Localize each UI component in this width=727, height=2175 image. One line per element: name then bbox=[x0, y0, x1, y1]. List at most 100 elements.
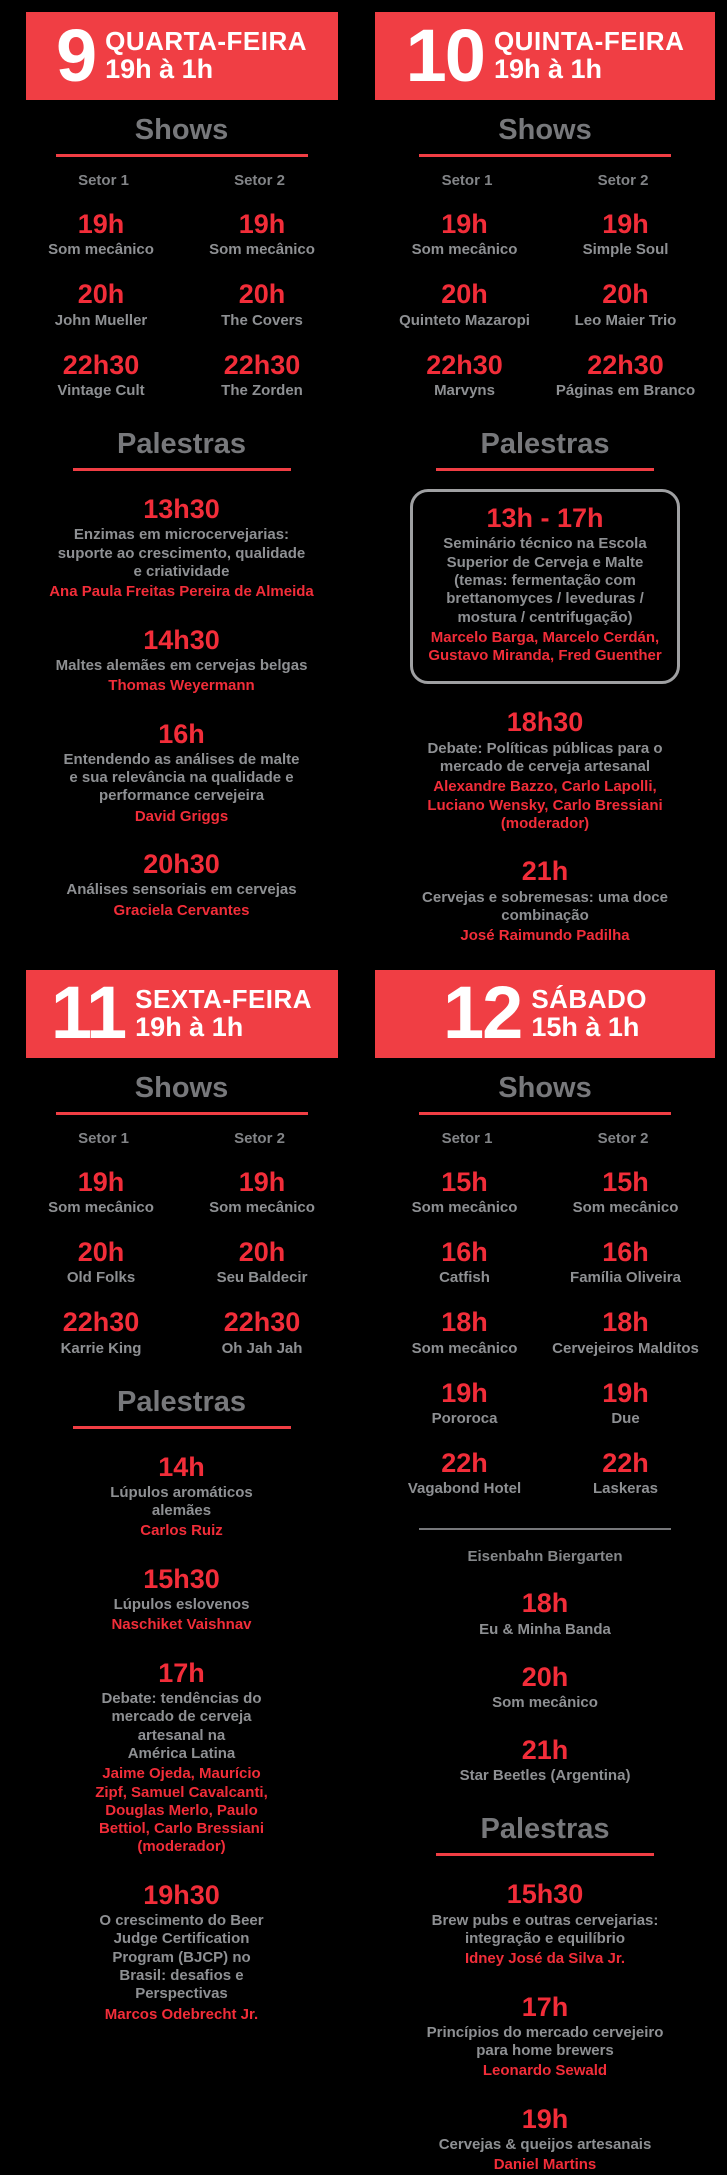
show-entry: 22h30 Vintage Cult bbox=[21, 350, 182, 400]
shows-heading: Shows bbox=[498, 1071, 592, 1104]
show-act: Família Oliveira bbox=[570, 1269, 681, 1287]
day-hours: 19h à 1h bbox=[135, 1011, 244, 1042]
talk-description: Seminário técnico na Escola Superior de … bbox=[443, 535, 647, 626]
show-time: 22h30 bbox=[587, 349, 664, 380]
talk-speakers: Leonardo Sewald bbox=[482, 2062, 608, 2080]
show-time: 19h bbox=[238, 1166, 286, 1197]
show-entry: 20h John Mueller bbox=[21, 280, 182, 329]
show-entry: 16h Catfish bbox=[384, 1238, 545, 1287]
show-act: Som mecânico bbox=[48, 1198, 154, 1216]
sector-2-label: Setor 2 bbox=[597, 172, 649, 189]
day-banner-info: QUARTA-FEIRA 19h à 1h bbox=[105, 27, 307, 84]
show-time: 20h bbox=[441, 279, 488, 310]
show-row: 20h Old Folks 20h Seu Baldecir bbox=[21, 1238, 343, 1287]
venue-show-entry: 20h Som mecânico bbox=[492, 1662, 598, 1712]
talk-speakers: Thomas Weyermann bbox=[108, 677, 255, 695]
talk-speakers: Naschiket Vaishnav bbox=[111, 1616, 252, 1634]
show-entry: 18h Som mecânico bbox=[384, 1308, 545, 1357]
talk-description: Debate: tendências do mercado de cerveja… bbox=[101, 1690, 262, 1762]
sector-1-label: Setor 1 bbox=[78, 172, 129, 189]
show-entry: 16h Família Oliveira bbox=[545, 1238, 706, 1287]
show-entry: 19h Som mecânico bbox=[21, 1166, 182, 1217]
show-act: Leo Maier Trio bbox=[574, 311, 677, 329]
talk-speakers: Daniel Martins bbox=[493, 2156, 597, 2174]
show-entry: 20h Quinteto Mazaropi bbox=[384, 280, 545, 329]
show-act: Cervejeiros Malditos bbox=[552, 1339, 699, 1357]
show-act: Karrie King bbox=[60, 1339, 142, 1357]
talk-time: 14h30 bbox=[143, 624, 220, 655]
shows-heading: Shows bbox=[134, 114, 229, 146]
talk-description: Princípios do mercado cervejeiro para ho… bbox=[426, 2023, 664, 2060]
talk-entry: 18h30 Debate: Políticas públicas para o … bbox=[427, 708, 662, 833]
show-row: 22h30 Karrie King 22h30 Oh Jah Jah bbox=[21, 1308, 343, 1357]
show-time: 18h bbox=[441, 1307, 488, 1338]
show-act: Som mecânico bbox=[411, 241, 518, 259]
show-row: 22h30 Vintage Cult 22h30 The Zorden bbox=[21, 350, 343, 400]
show-time: 22h bbox=[602, 1447, 649, 1478]
show-row: 22h Vagabond Hotel 22h Laskeras bbox=[384, 1449, 706, 1498]
show-row: 19h Pororoca 19h Due bbox=[384, 1377, 706, 1428]
show-time: 19h bbox=[77, 1166, 125, 1197]
show-time: 19h bbox=[441, 1377, 488, 1408]
show-time: 15h bbox=[602, 1166, 649, 1197]
show-time: 20h bbox=[238, 1236, 286, 1267]
venue-show-entry: 18h Eu & Minha Banda bbox=[479, 1589, 611, 1638]
show-entry: 19h Som mecânico bbox=[384, 210, 545, 259]
talk-entry: 17h Debate: tendências do mercado de cer… bbox=[95, 1657, 268, 1857]
show-row: 18h Som mecânico 18h Cervejeiros Maldito… bbox=[384, 1308, 706, 1357]
shows-heading: Shows bbox=[134, 1071, 229, 1104]
talk-speakers: Ana Paula Freitas Pereira de Almeida bbox=[49, 583, 314, 601]
day-hours: 19h à 1h bbox=[105, 54, 214, 85]
day-name: QUINTA-FEIRA bbox=[493, 26, 685, 57]
shows-underline bbox=[419, 154, 671, 157]
day-banner: 10 QUINTA-FEIRA 19h à 1h bbox=[375, 12, 715, 100]
day-name: QUARTA-FEIRA bbox=[105, 26, 308, 57]
talk-time: 21h bbox=[521, 856, 569, 887]
show-time: 22h bbox=[441, 1447, 488, 1478]
show-time: 19h bbox=[441, 209, 488, 239]
talk-entry: 15h30 Lúpulos eslovenos Naschiket Vaishn… bbox=[111, 1564, 252, 1635]
talk-entry: 19h30 O crescimento do Beer Judge Certif… bbox=[99, 1880, 263, 2024]
show-row: 19h Som mecânico 19h Som mecânico bbox=[21, 1166, 343, 1217]
show-row: 20h Quinteto Mazaropi 20h Leo Maier Trio bbox=[384, 280, 706, 329]
talk-time: 13h - 17h bbox=[486, 503, 604, 534]
show-act: Due bbox=[611, 1409, 640, 1427]
show-act: Vagabond Hotel bbox=[407, 1480, 522, 1498]
show-entry: 18h Cervejeiros Malditos bbox=[545, 1308, 706, 1357]
day-column-quinta: 10 QUINTA-FEIRA 19h à 1h Shows Setor 1 S… bbox=[363, 0, 727, 946]
talk-speakers: José Raimundo Padilha bbox=[460, 927, 630, 945]
day-number: 10 bbox=[405, 13, 486, 97]
show-act: Som mecânico bbox=[492, 1693, 598, 1711]
show-entry: 20h Seu Baldecir bbox=[182, 1238, 343, 1287]
talk-speakers: Jaime Ojeda, Maurício Zipf, Samuel Caval… bbox=[95, 1765, 268, 1856]
show-entry: 22h30 Marvyns bbox=[384, 349, 545, 400]
show-entry: 22h30 Páginas em Branco bbox=[545, 349, 706, 400]
show-act: Quinteto Mazaropi bbox=[399, 311, 530, 329]
day-column-sabado: 12 SÁBADO 15h à 1h Shows Setor 1 Setor 2… bbox=[363, 969, 727, 2175]
palestras-heading: Palestras bbox=[117, 1385, 246, 1418]
palestras-underline bbox=[72, 468, 291, 472]
talk-time: 17h bbox=[521, 1991, 569, 2022]
palestras-heading: Palestras bbox=[480, 1813, 610, 1846]
show-entry: 19h Som mecânico bbox=[21, 210, 182, 259]
sector-2-label: Setor 2 bbox=[597, 1129, 649, 1147]
show-time: 18h bbox=[602, 1307, 649, 1338]
show-entry: 22h30 Oh Jah Jah bbox=[182, 1308, 343, 1357]
palestras-underline bbox=[72, 1425, 291, 1429]
day-banner: 9 QUARTA-FEIRA 19h à 1h bbox=[25, 12, 338, 100]
show-entry: 19h Som mecânico bbox=[182, 210, 343, 259]
venue-show-entry: 21h Star Beetles (Argentina) bbox=[460, 1736, 631, 1785]
show-time: 22h30 bbox=[426, 349, 503, 380]
show-entry: 15h Som mecânico bbox=[545, 1166, 706, 1217]
talk-description: Debate: Políticas públicas para o mercad… bbox=[427, 739, 663, 776]
shows-underline bbox=[55, 1111, 308, 1115]
show-time: 20h bbox=[238, 279, 286, 310]
talk-description: Brew pubs e outras cervejarias: integraç… bbox=[431, 1911, 659, 1947]
show-time: 19h bbox=[602, 209, 649, 239]
talk-entry: 19h Cervejas & queijos artesanais Daniel… bbox=[439, 2104, 652, 2175]
show-entry: 22h Vagabond Hotel bbox=[384, 1449, 545, 1498]
palestras-underline bbox=[436, 468, 654, 472]
show-act: Som mecânico bbox=[209, 241, 315, 259]
talk-time: 17h bbox=[158, 1657, 205, 1688]
